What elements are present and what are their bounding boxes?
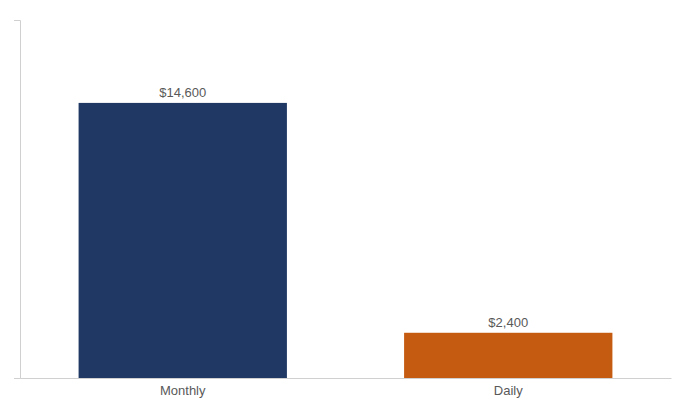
x-tick-label: Monthly [160, 383, 206, 398]
x-axis: Monthly Daily [21, 379, 672, 399]
data-label: $2,400 [488, 315, 528, 330]
plot: $14,600 $2,400 Monthly Daily [14, 21, 672, 399]
bars [79, 103, 613, 378]
x-tick: Monthly [160, 383, 206, 398]
x-axis-line [21, 378, 672, 379]
x-tick-label: Daily [494, 383, 523, 398]
x-tick: Daily [494, 383, 523, 398]
y-axis [14, 21, 21, 379]
chart: $14,600 $2,400 Monthly Daily [0, 0, 691, 418]
data-labels: $14,600 $2,400 [159, 85, 528, 330]
data-label: $14,600 [159, 85, 206, 100]
y-axis-line [14, 21, 21, 379]
bar [79, 103, 287, 378]
bar [404, 333, 612, 378]
